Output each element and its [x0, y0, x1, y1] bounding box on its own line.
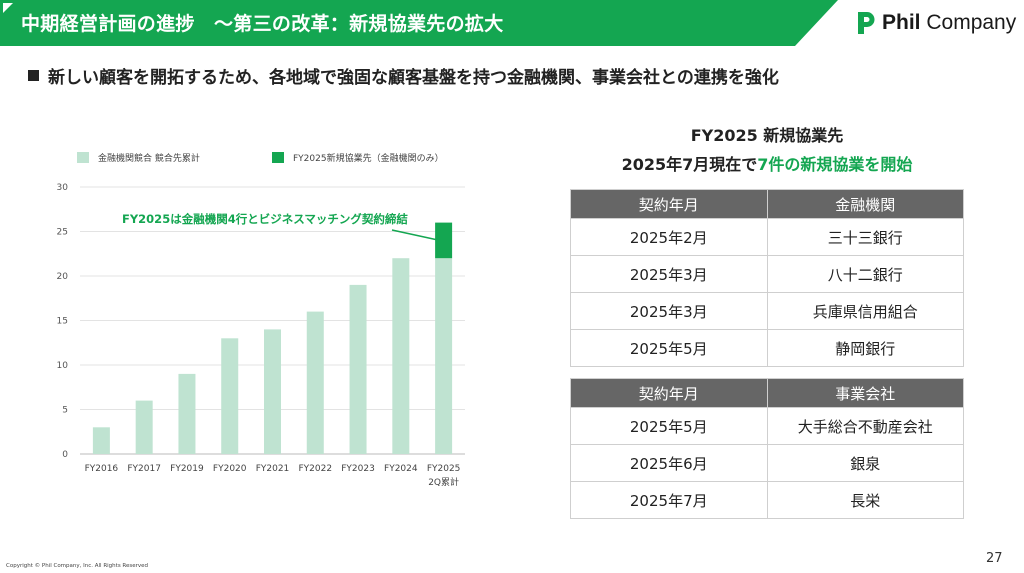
subtitle-prefix: 2025年7月現在で — [621, 155, 758, 174]
contract-month-cell: 2025年3月 — [570, 292, 768, 330]
table-header-row: 契約年月 事業会社 — [570, 378, 964, 408]
legend-item-new: FY2025新規協業先（金融機関のみ） — [272, 151, 444, 164]
phil-logo-icon — [858, 12, 875, 34]
partner-name-cell: 兵庫県信用組合 — [766, 292, 964, 330]
y-tick-label: 30 — [57, 183, 69, 193]
legend-swatch-cumulative — [77, 152, 89, 163]
new-partners-subtitle: 2025年7月現在で7件の新規協業を開始 — [570, 151, 964, 175]
x-tick-label: FY2017 — [127, 464, 161, 474]
x-tick-label: FY2020 — [213, 464, 247, 474]
contract-month-cell: 2025年3月 — [570, 255, 768, 293]
partner-name-cell: 長栄 — [766, 481, 964, 519]
bar-cumulative — [264, 329, 281, 454]
x-tick-label: FY2023 — [341, 464, 375, 474]
x-tick-label: FY2024 — [384, 464, 418, 474]
bar-cumulative — [349, 284, 367, 454]
x-tick-label: FY2025 — [427, 464, 461, 474]
table-row: 2025年7月 長栄 — [570, 481, 964, 519]
legend-swatch-new — [272, 152, 284, 163]
bar-cumulative — [221, 338, 239, 454]
logo-text-bold: Phil — [882, 11, 921, 34]
x-tick-label: FY2021 — [256, 464, 290, 474]
column-header: 事業会社 — [766, 378, 964, 408]
partner-name-cell: 八十二銀行 — [766, 255, 964, 293]
column-header: 契約年月 — [570, 378, 768, 408]
table-header-row: 契約年月 金融機関 — [570, 189, 964, 219]
subheading: 新しい顧客を開拓するため、各地域で強固な顧客基盤を持つ金融機関、事業会社との連携… — [28, 63, 779, 88]
partner-name-cell: 静岡銀行 — [766, 329, 964, 367]
table-row: 2025年5月 静岡銀行 — [570, 329, 964, 367]
table-row: 2025年3月 兵庫県信用組合 — [570, 292, 964, 330]
contract-month-cell: 2025年5月 — [570, 329, 768, 367]
table-row: 2025年5月 大手総合不動産会社 — [570, 407, 964, 445]
partner-name-cell: 三十三銀行 — [766, 218, 964, 256]
x-tick-label: FY2022 — [298, 464, 332, 474]
contract-month-cell: 2025年7月 — [570, 481, 768, 519]
annotation-leader-line — [391, 229, 440, 242]
company-logo: Phil Company — [853, 10, 1016, 36]
page-number: 27 — [986, 551, 1003, 566]
logo-text: Phil Company — [882, 11, 1016, 35]
legend-label-new: FY2025新規協業先（金融機関のみ） — [293, 154, 444, 164]
logo-text-rest: Company — [920, 11, 1017, 34]
bar-cumulative — [135, 400, 153, 454]
contract-month-cell: 2025年2月 — [570, 218, 768, 256]
bar-cumulative — [435, 258, 453, 454]
bullet-square-icon — [28, 70, 39, 81]
partner-name-cell: 大手総合不動産会社 — [766, 407, 964, 445]
x-tick-label: FY2016 — [85, 464, 119, 474]
column-header: 金融機関 — [766, 189, 964, 219]
y-tick-label: 20 — [57, 272, 69, 282]
subheading-text: 新しい顧客を開拓するため、各地域で強固な顧客基盤を持つ金融機関、事業会社との連携… — [48, 68, 779, 88]
subtitle-highlight: 7件の新規協業を開始 — [757, 155, 913, 174]
contract-month-cell: 2025年6月 — [570, 444, 768, 482]
x-tick-label: FY2019 — [170, 464, 204, 474]
table-row: 2025年6月 銀泉 — [570, 444, 964, 482]
copyright-notice: Copyright © Phil Company, Inc. All Right… — [6, 563, 149, 569]
bar-cumulative — [178, 373, 196, 454]
business-companies-table: 契約年月 事業会社 2025年5月 大手総合不動産会社 2025年6月 銀泉 202… — [570, 378, 964, 519]
y-tick-label: 25 — [57, 228, 68, 238]
financial-institutions-table: 契約年月 金融機関 2025年2月 三十三銀行 2025年3月 八十二銀行 2025… — [570, 189, 964, 367]
header-corner-mark — [3, 3, 13, 13]
partner-name-cell: 銀泉 — [766, 444, 964, 482]
legend-item-cumulative: 金融機関競合 競合先累計 — [77, 151, 200, 164]
bar-cumulative — [306, 311, 324, 454]
column-header: 契約年月 — [570, 189, 768, 219]
y-tick-label: 0 — [62, 450, 68, 460]
x-tick-sublabel: 2Q累計 — [428, 476, 459, 488]
page-title: 中期経営計画の進捗 ～第三の改革：新規協業先の拡大 — [21, 13, 504, 35]
new-partners-title: FY2025 新規協業先 — [690, 126, 844, 145]
y-tick-label: 5 — [62, 406, 68, 416]
chart-annotation: FY2025は金融機関4行とビジネスマッチング契約締結 — [122, 212, 408, 226]
header-bar — [0, 0, 838, 46]
table-row: 2025年3月 八十二銀行 — [570, 255, 964, 293]
legend-label-cumulative: 金融機関競合 競合先累計 — [98, 154, 200, 164]
bar-cumulative — [392, 258, 410, 454]
y-tick-label: 10 — [57, 361, 69, 371]
table-row: 2025年2月 三十三銀行 — [570, 218, 964, 256]
bar-cumulative — [92, 427, 110, 454]
contract-month-cell: 2025年5月 — [570, 407, 768, 445]
bar-new-partners — [435, 222, 453, 259]
y-tick-label: 15 — [57, 317, 68, 327]
